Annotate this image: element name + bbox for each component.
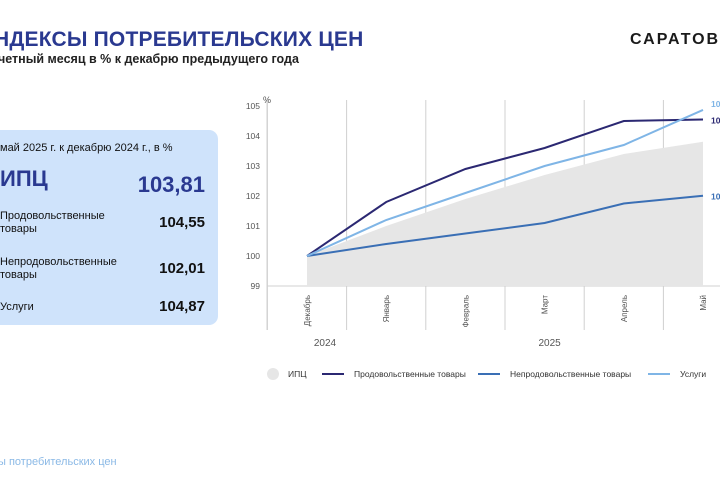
- brand-logo-text: САРАТОВС: [630, 31, 720, 48]
- summary-card-heading: май 2025 г. к декабрю 2024 г., в %: [0, 142, 173, 154]
- summary-row-nonfood: Непродовольственные товары 102,01: [0, 255, 205, 283]
- series-end-label: 10: [711, 116, 720, 126]
- x-tick-label: Май: [699, 295, 708, 311]
- summary-row-value: 104,55: [159, 214, 205, 231]
- x-year-label: 2024: [314, 338, 337, 349]
- series-line: [306, 194, 704, 257]
- summary-row-value: 104,87: [159, 298, 205, 315]
- summary-row-label: ИПЦ: [0, 166, 48, 191]
- x-tick-label: Декабрь: [303, 295, 312, 326]
- series-end-label: 10: [711, 99, 720, 109]
- x-tick-label: Март: [541, 295, 550, 314]
- x-tick-label: Февраль: [461, 295, 470, 328]
- y-tick-label: 103: [246, 161, 260, 171]
- legend-label: Услуги: [680, 369, 706, 379]
- cpi-area-series: [307, 141, 703, 286]
- y-tick-label: 102: [246, 191, 260, 201]
- y-tick-label: 100: [246, 251, 260, 261]
- y-tick-label: 105: [246, 101, 260, 111]
- summary-row-services: Услуги 104,87: [0, 298, 205, 318]
- page-subtitle: четный месяц в % к декабрю предыдущего г…: [0, 52, 299, 66]
- footer-text: ы потребительских цен: [0, 456, 117, 468]
- x-year-label: 2025: [538, 338, 561, 349]
- series-line: [306, 108, 704, 257]
- y-tick-label: 104: [246, 131, 260, 141]
- legend-label: ИПЦ: [288, 369, 307, 379]
- summary-row-value: 102,01: [159, 260, 205, 277]
- summary-row-label: Непродовольственные товары: [0, 256, 117, 281]
- summary-row-value: 103,81: [137, 172, 205, 197]
- summary-card: [0, 130, 218, 325]
- summary-row-food: Продовольственные товары 104,55: [0, 209, 205, 237]
- legend-label: Непродовольственные товары: [510, 369, 631, 379]
- summary-row-label: Продовольственные товары: [0, 210, 105, 235]
- x-tick-label: Январь: [382, 295, 391, 322]
- summary-row-label: Услуги: [0, 301, 34, 313]
- y-axis-unit-label: %: [263, 95, 271, 105]
- legend-label: Продовольственные товары: [354, 369, 466, 379]
- series-line: [306, 118, 704, 257]
- legend-swatch: [267, 368, 279, 380]
- summary-row-cpi: ИПЦ 103,81: [0, 166, 205, 200]
- y-tick-label: 101: [246, 221, 260, 231]
- cpi-line-chart: 99 100 101 102 103 104 105 Декабрь Январь Феврал…: [246, 95, 720, 349]
- page-title: НДЕКСЫ ПОТРЕБИТЕЛЬСКИХ ЦЕН: [0, 28, 364, 51]
- y-tick-label: 99: [251, 281, 261, 291]
- x-tick-label: Апрель: [620, 295, 629, 322]
- series-end-label: 10: [711, 192, 720, 202]
- chart-legend: ИПЦ Продовольственные товары Непродовольст…: [267, 368, 706, 380]
